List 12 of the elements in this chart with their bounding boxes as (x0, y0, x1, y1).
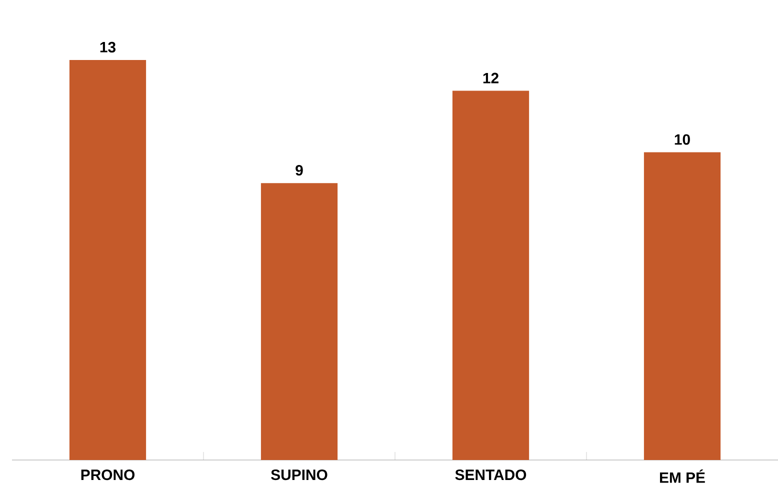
data-label: 10 (674, 134, 690, 145)
data-label: 9 (296, 164, 303, 176)
data-label: 13 (100, 42, 116, 52)
x-tick-label: SUPINO (271, 470, 328, 480)
bar (260, 183, 338, 460)
bar (644, 152, 721, 460)
x-tick-label: SENTADO (455, 470, 526, 480)
x-tick-label: PRONO (81, 470, 135, 480)
x-tick-label: EM PÉ (660, 470, 705, 483)
data-label: 12 (483, 72, 498, 84)
bar (452, 90, 530, 460)
bar (69, 60, 146, 460)
